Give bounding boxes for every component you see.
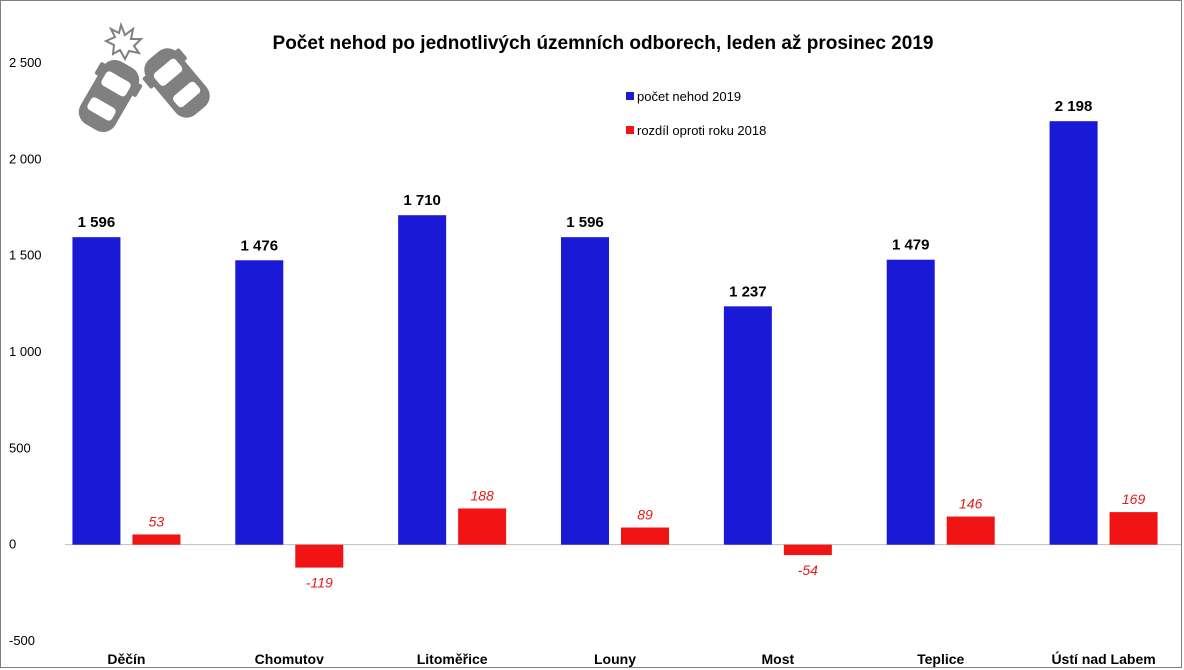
car-crash-icon (78, 21, 210, 133)
bar-rozdil-2018 (458, 508, 507, 545)
data-label-rozdil: 146 (959, 496, 983, 512)
data-label-pocet-nehod: 1 710 (403, 192, 441, 209)
data-label-rozdil: 89 (637, 507, 653, 523)
bars: 1 596 53 1 476 -119 1 710 188 1 596 89 1 237 -54 1… (72, 98, 1158, 591)
data-label-pocet-nehod: 1 237 (729, 283, 767, 300)
y-tick-label: 1 000 (9, 344, 42, 359)
bar-pocet-nehod-2019 (561, 237, 609, 545)
data-label-pocet-nehod: 1 479 (892, 237, 930, 254)
bar-rozdil-2018 (621, 527, 669, 545)
y-tick-label: -500 (9, 633, 35, 648)
x-category-label: Chomutov (255, 651, 324, 667)
data-label-pocet-nehod: 2 198 (1055, 98, 1093, 115)
legend: počet nehod 2019 rozdíl oproti roku 2018 (626, 89, 766, 138)
bar-rozdil-2018 (946, 516, 995, 545)
legend-swatch-red (626, 126, 634, 134)
chart-title: Počet nehod po jednotlivých územních odb… (273, 33, 934, 54)
bar-rozdil-2018 (1109, 512, 1158, 545)
data-label-rozdil: 53 (149, 513, 165, 529)
bar-pocet-nehod-2019 (1049, 121, 1098, 545)
bar-pocet-nehod-2019 (398, 215, 447, 545)
data-label-rozdil: -119 (306, 575, 333, 591)
y-tick-label: 1 500 (9, 248, 42, 263)
bar-pocet-nehod-2019 (235, 260, 284, 545)
x-category-label: Litoměřice (417, 651, 488, 667)
data-label-rozdil: -54 (798, 562, 818, 578)
bar-pocet-nehod-2019 (886, 259, 935, 545)
x-category-label: Ústí nad Labem (1051, 650, 1155, 667)
data-label-pocet-nehod: 1 476 (241, 237, 279, 254)
bar-rozdil-2018 (132, 534, 181, 545)
y-axis: 2 500 2 000 1 500 1 000 500 0 -500 (9, 55, 1181, 648)
legend-label-red: rozdíl oproti roku 2018 (637, 123, 766, 138)
data-label-rozdil: 169 (1122, 491, 1146, 507)
y-tick-label: 0 (9, 537, 16, 552)
legend-swatch-blue (626, 92, 634, 100)
data-label-pocet-nehod: 1 596 (566, 214, 604, 231)
x-category-label: Louny (594, 651, 636, 667)
bar-pocet-nehod-2019 (72, 237, 121, 545)
legend-label-blue: počet nehod 2019 (637, 89, 741, 104)
x-category-label: Most (762, 651, 795, 667)
data-label-pocet-nehod: 1 596 (78, 214, 116, 231)
x-category-label: Teplice (917, 651, 964, 667)
x-category-label: Děčín (107, 651, 145, 667)
x-axis: Děčín Chomutov Litoměřice Louny Most Teplice Ú… (107, 650, 1155, 667)
bar-rozdil-2018 (295, 544, 344, 568)
bar-rozdil-2018 (783, 544, 832, 556)
y-tick-label: 2 500 (9, 55, 42, 70)
y-tick-label: 2 000 (9, 151, 42, 166)
y-tick-label: 500 (9, 440, 31, 455)
bar-pocet-nehod-2019 (723, 306, 772, 545)
data-label-rozdil: 188 (470, 487, 494, 503)
